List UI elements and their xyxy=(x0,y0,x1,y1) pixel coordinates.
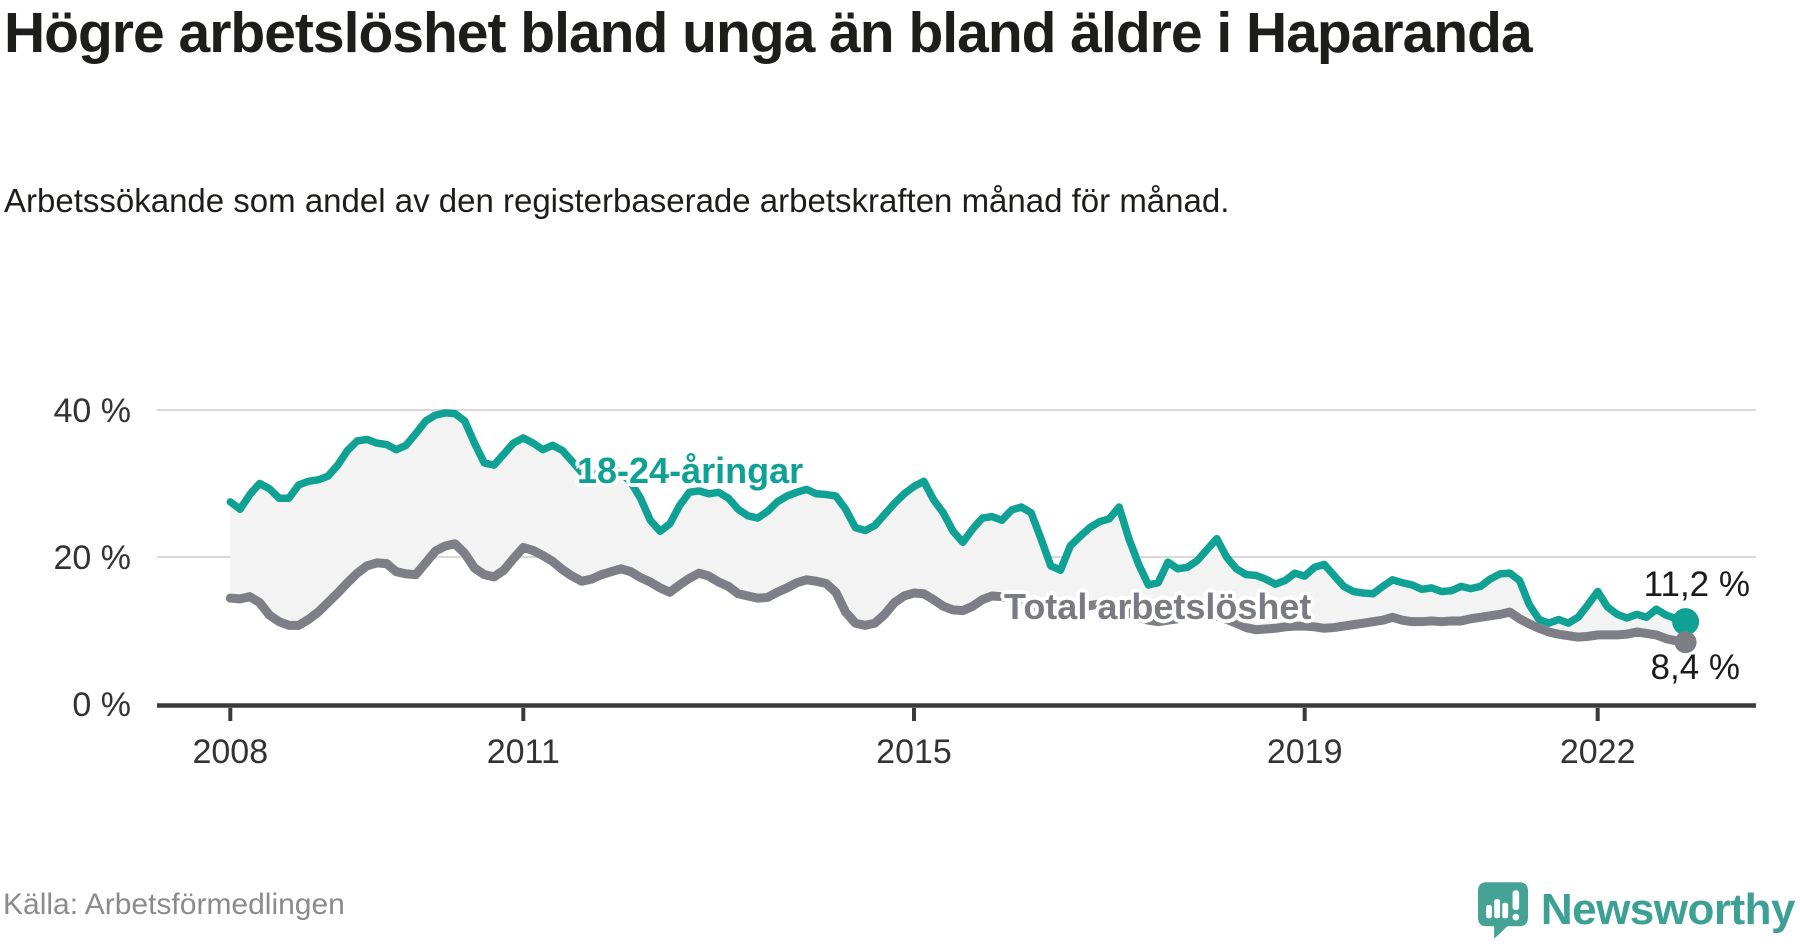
newsworthy-logo: Newsworthy xyxy=(1477,882,1796,939)
logo-exclamation-dot xyxy=(1512,913,1520,921)
band-between-series xyxy=(230,412,1686,643)
page-title: Högre arbetslöshet bland unga än bland ä… xyxy=(4,1,1533,65)
y-tick-label-0: 0 % xyxy=(72,686,131,724)
x-tick-label-2022: 2022 xyxy=(1560,733,1636,771)
logo-bar-3 xyxy=(1502,902,1508,919)
y-tick-label-20: 20 % xyxy=(54,539,132,577)
series-label-total: Total arbetslöshet xyxy=(1004,586,1312,627)
series-end-dot-young xyxy=(1672,608,1700,636)
x-tick-label-2015: 2015 xyxy=(876,733,952,771)
series-line-young xyxy=(226,409,1690,627)
series-line-total xyxy=(225,539,1691,647)
newsworthy-logo-icon xyxy=(1477,882,1528,939)
x-tick-label-2019: 2019 xyxy=(1267,733,1343,771)
x-tick-label-2011: 2011 xyxy=(487,733,560,771)
end-value-total: 8,4 % xyxy=(1650,648,1741,687)
logo-bar-1 xyxy=(1485,904,1492,919)
series-end-dot-total xyxy=(1674,631,1697,654)
newsworthy-wordmark: Newsworthy xyxy=(1540,885,1796,934)
page-subtitle: Arbetssökande som andel av den registerb… xyxy=(4,182,1230,219)
logo-exclamation-bar xyxy=(1512,890,1520,911)
logo-bar-2 xyxy=(1494,899,1500,919)
y-tick-label-40: 40 % xyxy=(54,392,132,430)
x-tick-label-2008: 2008 xyxy=(192,733,268,771)
series-label-young: 18-24-åringar xyxy=(577,450,804,491)
source-note: Källa: Arbetsförmedlingen xyxy=(3,888,345,921)
end-value-young: 11,2 % xyxy=(1643,565,1750,604)
